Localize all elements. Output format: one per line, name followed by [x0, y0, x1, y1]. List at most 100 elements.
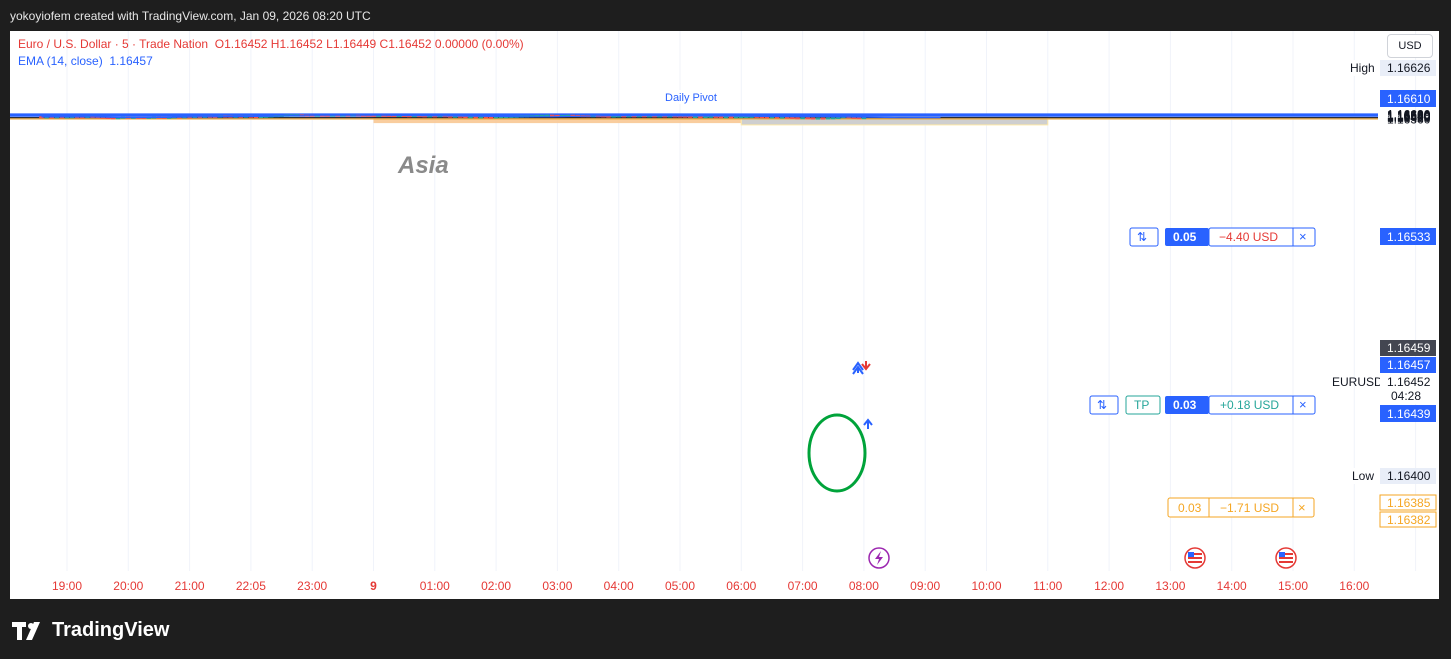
us-flag-event-icon[interactable] [1184, 547, 1206, 569]
candle-down[interactable] [790, 116, 795, 119]
candle-up[interactable] [739, 116, 744, 119]
pivot-price-tag: 1.16610 [1380, 90, 1436, 107]
reverse-icon[interactable]: ⇅ [1137, 230, 1147, 244]
ema-price-tag: 1.16457 [1380, 357, 1436, 373]
low-label-text: Low [1352, 469, 1374, 483]
high-price: 1.16626 [1387, 61, 1431, 75]
candle-down[interactable] [473, 116, 478, 119]
candle-up[interactable] [836, 117, 841, 120]
tradingview-logo[interactable]: TradingView [12, 619, 169, 642]
time-tick: 06:00 [726, 579, 756, 593]
candle-up[interactable] [769, 116, 775, 119]
candle-down[interactable] [549, 114, 555, 117]
candle-down[interactable] [805, 117, 811, 120]
chart-area[interactable]: Asia Daily Pivot ⇅ 0.05 [10, 31, 1439, 599]
currency-button[interactable]: USD [1387, 34, 1433, 58]
candle-down[interactable] [764, 116, 770, 119]
candle-up[interactable] [825, 117, 831, 120]
time-tick: 11:00 [1033, 579, 1062, 593]
symbol-price: 1.16452 [1387, 375, 1431, 389]
price-chart[interactable]: Asia Daily Pivot ⇅ 0.05 [10, 31, 1439, 599]
ohlc-values: O1.16452 H1.16452 L1.16449 C1.16452 0.00… [214, 37, 524, 51]
position-price-tag-1: 1.16533 [1380, 228, 1436, 245]
candle-down[interactable] [820, 117, 826, 120]
price-axis[interactable]: 1.166201.166001.165801.165601.165401.165… [1387, 108, 1431, 127]
time-tick: 12:00 [1094, 579, 1124, 593]
candle-up[interactable] [544, 114, 550, 117]
high-label: High 1.16626 [1346, 60, 1436, 76]
reverse-icon[interactable]: ⇅ [1097, 398, 1107, 412]
position-qty-1: 0.05 [1173, 230, 1197, 244]
close-position-1-icon[interactable]: × [1299, 229, 1307, 244]
price-tick: 1.16420 [1387, 111, 1431, 125]
stop-order-qty: 0.03 [1178, 501, 1202, 515]
candle-up[interactable] [815, 117, 821, 120]
top-bar: yokoyiofem created with TradingView.com,… [0, 0, 1451, 31]
time-tick: 16:00 [1339, 579, 1369, 593]
low-price: 1.16400 [1387, 469, 1431, 483]
stop-order-pnl: −1.71 USD [1220, 501, 1279, 515]
candle-down[interactable] [728, 116, 734, 119]
time-tick: 05:00 [665, 579, 695, 593]
lightning-event-icon[interactable] [868, 547, 890, 569]
time-tick: 20:00 [113, 579, 143, 593]
position-widget-2[interactable]: ⇅ TP 0.03 +0.18 USD × [1089, 395, 1316, 415]
close-stop-order-icon[interactable]: × [1298, 500, 1306, 515]
candle-up[interactable] [693, 116, 698, 119]
buy-arrow-icon [852, 361, 864, 375]
candle-up[interactable] [723, 116, 729, 119]
candle-up[interactable] [493, 116, 499, 119]
take-profit-label[interactable]: TP [1134, 398, 1149, 412]
position-pnl-2: +0.18 USD [1220, 398, 1279, 412]
time-tick: 23:00 [297, 579, 327, 593]
position-qty-2: 0.03 [1173, 398, 1197, 412]
dark-price: 1.16459 [1387, 341, 1431, 355]
candle-down[interactable] [774, 116, 780, 119]
candle-up[interactable] [800, 117, 805, 120]
time-tick: 01:00 [420, 579, 450, 593]
candle-down[interactable] [488, 116, 494, 119]
candle-up[interactable] [478, 116, 484, 119]
time-tick: 08:00 [849, 579, 879, 593]
daily-pivot-label-bg [660, 90, 728, 104]
symbol-description[interactable]: Euro / U.S. Dollar · 5 · Trade Nation [18, 37, 209, 51]
symbol-price-tag: EURUSD 1.16452 04:28 [1332, 374, 1436, 404]
candle-down[interactable] [698, 116, 703, 119]
candle-up[interactable] [703, 116, 708, 119]
candle-down[interactable] [784, 116, 790, 119]
position-widget-1[interactable]: ⇅ 0.05 −4.40 USD × [1129, 227, 1316, 247]
footer: TradingView [0, 599, 1451, 659]
ema-line [41, 114, 941, 119]
candle-down[interactable] [463, 116, 468, 119]
candle-down[interactable] [483, 116, 489, 119]
supply-zone-lower[interactable] [740, 116, 1049, 126]
candle-up[interactable] [830, 117, 836, 120]
ema-indicator-label[interactable]: EMA (14, close) [18, 54, 103, 68]
position-pnl-1: −4.40 USD [1219, 230, 1278, 244]
price-tick: 1.16560 [1387, 109, 1431, 123]
candle-up[interactable] [708, 115, 713, 118]
position-price-tag-2: 1.16439 [1380, 405, 1436, 422]
candle-down[interactable] [795, 117, 800, 120]
chart-legend[interactable]: Euro / U.S. Dollar · 5 · Trade Nation O1… [18, 36, 524, 70]
close-position-2-icon[interactable]: × [1299, 397, 1307, 412]
candle-up[interactable] [861, 117, 867, 120]
candle-down[interactable] [713, 115, 719, 118]
candle-down[interactable] [718, 116, 724, 119]
candle-down[interactable] [687, 115, 693, 118]
stop-order-widget[interactable]: 0.03 −1.71 USD × [1167, 497, 1315, 518]
time-tick: 9 [370, 579, 377, 593]
candle-up[interactable] [733, 116, 739, 119]
time-tick: 07:00 [788, 579, 818, 593]
low-label: Low 1.16400 [1348, 468, 1436, 484]
candle-down[interactable] [856, 117, 862, 120]
us-flag-event-icon[interactable] [1275, 547, 1297, 569]
time-tick: 10:00 [971, 579, 1001, 593]
candle-up[interactable] [468, 116, 473, 119]
candle-up[interactable] [779, 116, 785, 119]
candle-down[interactable] [810, 117, 816, 120]
time-tick: 22:05 [236, 579, 266, 593]
time-tick: 15:00 [1278, 579, 1308, 593]
tradingview-logo-icon [12, 621, 40, 640]
time-axis[interactable]: 19:00 20:00 21:00 22:05 23:00 9 01:00 02:00 03:0… [52, 579, 1370, 593]
